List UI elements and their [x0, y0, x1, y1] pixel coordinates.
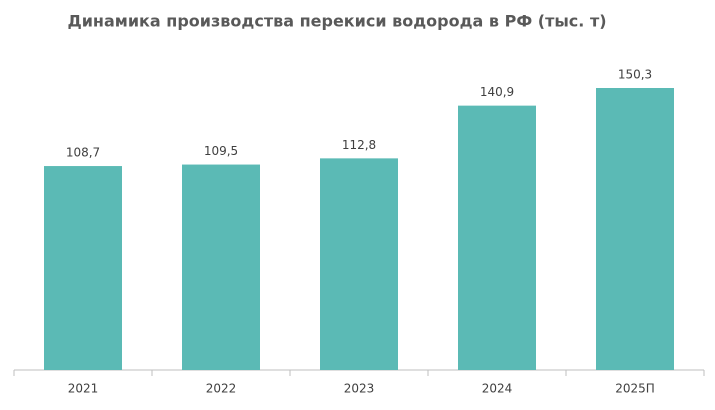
x-tick-label: 2021	[68, 382, 99, 396]
value-label: 140,9	[480, 85, 514, 99]
value-label: 112,8	[342, 138, 376, 152]
bar	[182, 164, 260, 370]
value-label: 150,3	[618, 68, 652, 82]
chart-title: Динамика производства перекиси водорода …	[67, 12, 606, 31]
bar	[320, 158, 398, 370]
x-tick-label: 2024	[482, 382, 513, 396]
bar	[44, 166, 122, 370]
bar	[458, 105, 536, 371]
value-label: 108,7	[66, 146, 100, 160]
x-tick-label: 2025П	[615, 382, 655, 396]
x-tick-label: 2022	[206, 382, 237, 396]
bar	[596, 88, 674, 370]
x-tick-label: 2023	[344, 382, 375, 396]
value-label: 109,5	[204, 144, 238, 158]
